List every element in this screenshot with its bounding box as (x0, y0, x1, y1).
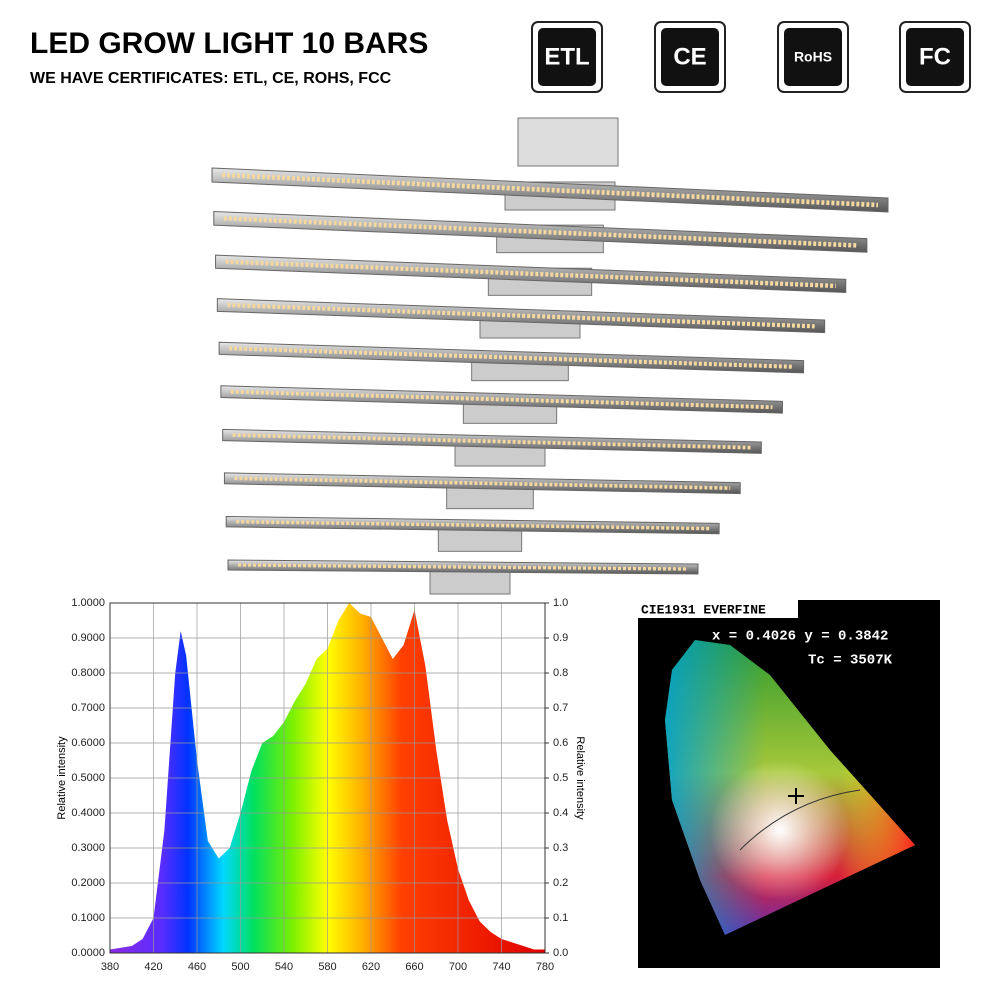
x-tick-label: 700 (449, 961, 467, 973)
y2-tick-label: 0.5 (553, 772, 568, 784)
y-tick-label: 0.8000 (71, 667, 105, 679)
y2-tick-label: 0.1 (553, 912, 568, 924)
y-tick-label: 0.0000 (71, 947, 105, 959)
x-tick-label: 580 (318, 961, 336, 973)
led-strip (234, 476, 731, 490)
title: LED GROW LIGHT 10 BARS (30, 27, 428, 60)
y2-tick-label: 0.0 (553, 947, 568, 959)
x-tick-label: 500 (231, 961, 249, 973)
led-strip (237, 563, 689, 571)
led-strip (225, 259, 836, 289)
hanger (517, 117, 619, 167)
y-axis-label: Relative intensity (56, 736, 68, 820)
led-strip (221, 172, 879, 208)
certificate-label: CE (673, 43, 706, 70)
y-tick-label: 0.7000 (71, 702, 105, 714)
cie-title: CIE1931 EVERFINE (641, 602, 766, 617)
cross-marker (788, 788, 804, 804)
y2-tick-label: 0.7 (553, 702, 568, 714)
y-tick-label: 0.9000 (71, 632, 105, 644)
light-bar (211, 167, 889, 213)
subtitle: WE HAVE CERTIFICATES: ETL, CE, ROHS, FCC (30, 70, 392, 87)
led-strip (236, 519, 710, 531)
driver (429, 569, 511, 595)
y2-tick-label: 0.9 (553, 632, 568, 644)
y-tick-label: 0.2000 (71, 877, 105, 889)
led-strip (227, 302, 815, 329)
certificate-inner (906, 28, 964, 86)
cie-cct: Tc = 3507K (808, 653, 893, 669)
y-tick-label: 0.6000 (71, 737, 105, 749)
x-tick-label: 380 (101, 961, 119, 973)
light-bar (222, 428, 762, 454)
y-tick-label: 0.3000 (71, 842, 105, 854)
y2-tick-label: 1.0 (553, 597, 568, 609)
certificate-label: FC (919, 43, 951, 70)
y2-tick-label: 0.2 (553, 877, 568, 889)
y2-tick-label: 0.4 (553, 807, 568, 819)
x-tick-label: 460 (188, 961, 206, 973)
x-tick-label: 780 (536, 961, 554, 973)
certificate-inner (538, 28, 596, 86)
y-tick-label: 0.4000 (71, 807, 105, 819)
cie-title-bg (638, 600, 798, 618)
x-tick-label: 540 (275, 961, 293, 973)
light-bar (216, 298, 826, 334)
y-tick-label: 1.0000 (71, 597, 105, 609)
certificate-label: ETL (544, 43, 589, 70)
x-tick-label: 740 (492, 961, 510, 973)
plot-frame (109, 602, 546, 954)
certificate-inner (784, 28, 842, 86)
x-tick-label: 660 (405, 961, 423, 973)
y-tick-label: 0.5000 (71, 772, 105, 784)
led-strip (232, 433, 752, 450)
planckian-locus (739, 789, 861, 851)
cie-white-point (710, 760, 850, 900)
y-tick-label: 0.1000 (71, 912, 105, 924)
led-strip (229, 346, 794, 369)
cie-diagram: CIE1931 EVERFINE x = 0.4026 y = 0.3842 T… (638, 600, 940, 968)
cie-coordinates: x = 0.4026 y = 0.3842 (712, 629, 888, 645)
certificate-inner (661, 28, 719, 86)
led-strip (223, 216, 857, 248)
y2-tick-label: 0.3 (553, 842, 568, 854)
certificate-label: RoHS (794, 49, 832, 65)
x-tick-label: 420 (144, 961, 162, 973)
led-strip (230, 389, 773, 410)
x-tick-label: 620 (362, 961, 380, 973)
y2-tick-label: 0.6 (553, 737, 568, 749)
y2-tick-label: 0.8 (553, 667, 568, 679)
y2-axis-label: Relative intensity (574, 736, 586, 820)
